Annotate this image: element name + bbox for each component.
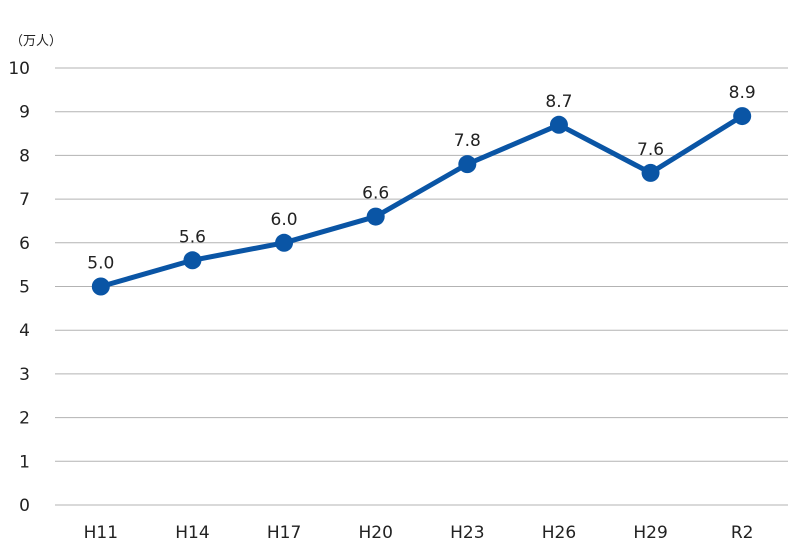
series-line-group [98, 113, 745, 289]
x-tick-label-H17: H17 [267, 523, 301, 543]
x-tick-label-H23: H23 [450, 523, 484, 543]
data-points [91, 107, 752, 296]
y-tick-label-8: 8 [19, 146, 30, 166]
y-tick-label-10: 10 [8, 59, 30, 79]
x-tick-label-H29: H29 [633, 523, 667, 543]
x-tick-label-H14: H14 [175, 523, 209, 543]
data-label-H14: 5.6 [179, 227, 206, 247]
x-tick-label-H20: H20 [358, 523, 392, 543]
data-label-H20: 6.6 [362, 184, 389, 204]
y-tick-label-7: 7 [19, 190, 30, 210]
y-tick-label-9: 9 [19, 103, 30, 123]
data-point-R2 [733, 107, 752, 126]
data-point-H14 [183, 251, 202, 270]
data-point-H26 [549, 115, 568, 134]
data-label-R2: 8.9 [729, 83, 756, 103]
data-point-H17 [275, 233, 294, 252]
y-tick-labels: 0 1 2 3 4 5 6 7 8 9 10 [8, 59, 30, 516]
data-labels: 5.0 5.6 6.0 6.6 7.8 8.7 7.6 8.9 [87, 83, 755, 273]
data-point-H23 [458, 155, 477, 174]
x-tick-labels: H11 H14 H17 H20 H23 H26 H29 R2 [84, 523, 754, 543]
data-point-H20 [366, 207, 385, 226]
y-axis-unit-label: （万人） [10, 34, 62, 49]
data-label-H17: 6.0 [271, 210, 298, 230]
y-tick-label-4: 4 [19, 321, 30, 341]
x-tick-label-H26: H26 [542, 523, 576, 543]
data-point-H11 [91, 277, 110, 296]
data-point-H29 [641, 163, 660, 182]
y-tick-label-6: 6 [19, 234, 30, 254]
x-tick-label-R2: R2 [731, 523, 754, 543]
data-label-H26: 8.7 [545, 92, 572, 112]
data-label-H29: 7.6 [637, 140, 664, 160]
x-tick-label-H11: H11 [84, 523, 118, 543]
gridlines [55, 67, 788, 506]
series-line [98, 113, 745, 289]
data-label-H23: 7.8 [454, 131, 481, 151]
y-tick-label-5: 5 [19, 278, 30, 298]
y-tick-label-2: 2 [19, 409, 30, 429]
y-tick-label-3: 3 [19, 365, 30, 385]
data-label-H11: 5.0 [87, 254, 114, 274]
y-tick-label-1: 1 [19, 452, 30, 472]
y-tick-label-0: 0 [19, 496, 30, 516]
